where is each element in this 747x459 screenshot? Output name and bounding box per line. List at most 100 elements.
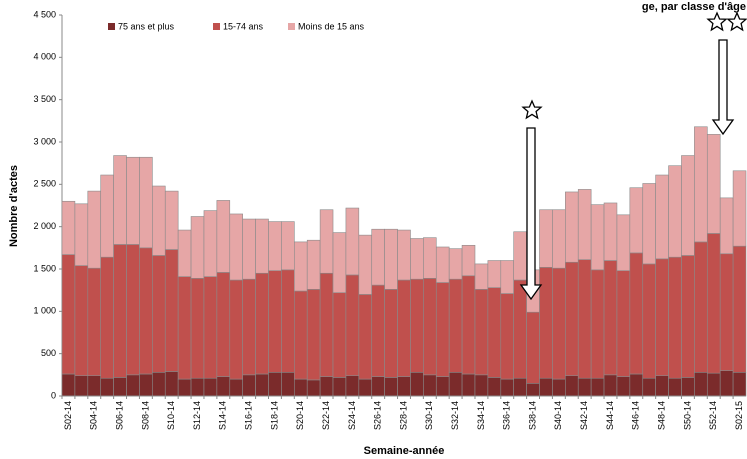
x-tick-label: S36-14 [502,401,512,430]
x-tick-label: S18-14 [269,401,279,430]
bar-segment [719,253,734,371]
x-tick-label: S42-14 [579,401,589,430]
bar-segment [61,254,76,375]
bar-segment [268,270,282,373]
bar-segment [642,183,656,265]
bar-segment [332,377,347,397]
bar-segment [423,278,437,376]
bar-segment [126,156,140,245]
x-tick-label: S24-14 [347,401,357,430]
bar-segment [487,287,502,378]
x-tick-label: S32-14 [450,401,460,430]
bar-segment [410,278,424,373]
bar-segment [706,134,721,234]
y-tick-label: 500 [41,348,56,358]
x-tick-label: S34-14 [476,401,486,430]
bar-segment [655,375,669,397]
bar-segment [177,276,192,380]
star [706,11,728,32]
bar-segment [461,373,476,397]
y-tick-label: 4 000 [33,52,56,62]
bar-segment [319,209,334,274]
y-tick-label: 1 500 [33,263,56,273]
bar-segment [448,278,463,373]
bar-segment [719,370,734,397]
bar-segment [306,379,321,397]
bar-segment [190,278,205,379]
bar-segment [87,190,102,269]
bar-segment [126,244,140,376]
bar-segment [577,259,592,379]
x-tick-label: S06-14 [114,401,124,430]
bar-segment [642,263,656,379]
bar-segment [306,239,321,290]
bar-segment [319,376,334,397]
x-tick-label: S02-14 [63,401,73,430]
bar-segment [474,374,489,397]
bar-segment [694,241,708,373]
bar-segment [281,221,295,271]
bar-segment [190,216,205,279]
bar-segment [358,234,373,295]
bar-segment [255,373,269,397]
bar-segment [152,185,166,256]
bar-segment [435,376,450,397]
bar-segment [590,204,605,271]
bar-segment [410,238,424,280]
bar-segment [203,210,218,277]
bar-segment [74,203,89,266]
bar-segment [435,246,450,283]
bar-segment [74,265,89,376]
bar-segment [474,263,489,290]
bar-segment [152,371,166,397]
bar-segment [281,269,295,373]
bar-segment [461,244,476,277]
bar-segment [500,378,514,397]
bar-segment [732,170,747,247]
x-tick-label: S48-14 [656,401,666,430]
legend-label: 75 ans et plus [118,21,175,31]
bar-segment [332,232,347,294]
bar-segment [61,373,76,397]
bar-segment [410,371,424,397]
bar-segment [242,374,256,397]
bar-segment [306,289,321,381]
bar-segment [681,377,695,397]
star [726,11,747,32]
bar-segment [397,229,411,281]
bar-segment [100,377,114,397]
bar-segment [216,376,231,397]
bar-segment [706,233,721,374]
x-tick-label: S46-14 [631,401,641,430]
bar-segment [126,374,140,397]
bar-segment [565,261,579,376]
x-tick-label: S04-14 [89,401,99,430]
bar-segment [384,289,398,378]
y-axis-title: Nombre d'actes [8,165,20,247]
bar-segment [539,377,553,397]
annotation-arrows [519,11,747,301]
x-tick-label: S28-14 [398,401,408,430]
bar-segment [642,377,656,397]
bar-segment [358,294,373,380]
bar-segment [164,249,179,372]
bar-segment [87,375,102,397]
bar-segment [345,274,360,376]
bar-segment [629,252,644,375]
bar-segment [345,375,360,397]
bar-segment [190,377,205,397]
x-tick-label: S14-14 [218,401,228,430]
bar-segment [319,272,334,377]
bar-segment [345,207,360,276]
star [521,99,543,120]
bar-segment [294,241,308,292]
bar-segment [448,248,463,280]
bar-segment [629,373,644,397]
bar-segment [655,258,669,376]
x-tick-label: S22-14 [321,401,331,430]
legend-label: 15-74 ans [223,21,264,31]
bar-segment [229,213,243,281]
bar-segment [203,377,218,397]
